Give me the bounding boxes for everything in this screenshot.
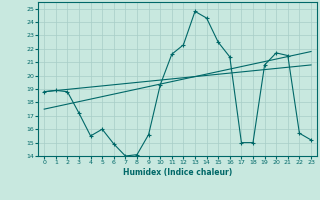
- X-axis label: Humidex (Indice chaleur): Humidex (Indice chaleur): [123, 168, 232, 177]
